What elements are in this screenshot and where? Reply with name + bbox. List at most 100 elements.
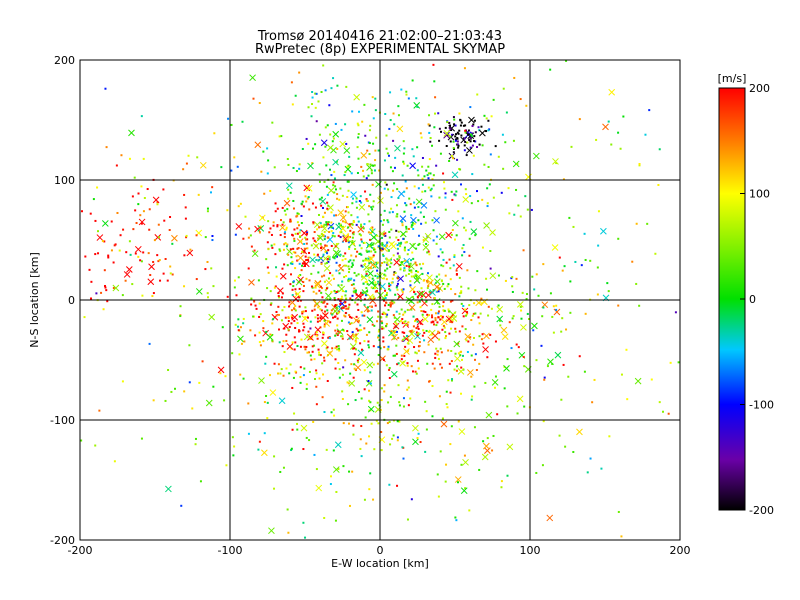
data-point: [318, 234, 321, 237]
data-point: [431, 303, 434, 306]
data-point: [445, 463, 448, 466]
data-point: [298, 163, 301, 166]
data-point-cross: [433, 216, 440, 224]
data-point: [496, 413, 499, 416]
data-point: [332, 184, 335, 187]
data-point: [395, 286, 398, 289]
data-point-cross: [251, 250, 259, 258]
data-point: [426, 281, 429, 284]
data-point: [356, 122, 359, 125]
data-point-cross: [440, 318, 448, 326]
colorbar-tick-label: 0: [749, 293, 756, 306]
data-point: [607, 290, 610, 293]
data-point: [459, 183, 462, 186]
data-point: [152, 399, 155, 402]
data-point: [277, 305, 280, 308]
data-point-cross: [291, 313, 299, 321]
data-point: [339, 253, 342, 256]
data-point-cross: [483, 332, 490, 340]
data-point-cross: [138, 218, 146, 226]
data-point: [453, 311, 456, 314]
data-point-cross: [339, 140, 347, 148]
data-point: [360, 311, 363, 314]
data-point-cross: [186, 249, 194, 257]
data-point: [104, 284, 107, 287]
data-point: [410, 269, 413, 272]
data-point: [272, 221, 275, 224]
data-point: [635, 282, 638, 285]
data-point: [281, 267, 284, 270]
data-point: [416, 334, 419, 337]
data-point: [482, 440, 485, 443]
data-point: [355, 293, 358, 296]
data-point: [405, 334, 408, 337]
data-point-cross: [282, 322, 290, 330]
data-point: [459, 354, 462, 357]
data-point: [345, 264, 348, 267]
data-point: [384, 274, 387, 277]
data-point: [305, 242, 308, 245]
data-point: [207, 296, 210, 299]
data-point-cross: [415, 273, 422, 281]
data-point: [417, 174, 420, 177]
data-point: [431, 219, 434, 222]
data-point: [169, 265, 172, 268]
data-point: [459, 124, 462, 127]
data-point: [398, 420, 401, 423]
data-point-cross: [205, 399, 213, 407]
data-point: [494, 340, 497, 343]
data-point: [265, 394, 268, 397]
data-point: [333, 235, 336, 238]
data-point: [419, 441, 422, 444]
data-point-cross: [346, 333, 354, 341]
data-point: [372, 117, 375, 120]
data-point: [347, 241, 350, 244]
data-point: [340, 319, 343, 322]
data-point: [274, 253, 277, 256]
data-point-cross: [491, 378, 499, 386]
data-point: [522, 249, 525, 252]
data-point: [273, 243, 276, 246]
data-point: [295, 255, 298, 258]
data-point: [237, 318, 240, 321]
data-point: [301, 310, 304, 313]
data-point: [271, 246, 274, 249]
data-point: [334, 291, 337, 294]
data-point: [290, 449, 293, 452]
data-point: [452, 116, 455, 119]
data-point: [387, 263, 390, 266]
data-point: [332, 231, 335, 234]
data-point-cross: [602, 123, 609, 131]
data-point: [294, 288, 297, 291]
data-point: [250, 297, 253, 300]
data-point: [516, 412, 519, 415]
data-point: [304, 310, 307, 313]
data-point-cross: [433, 298, 441, 305]
data-point: [591, 401, 594, 404]
data-point: [405, 93, 408, 96]
data-point: [506, 474, 509, 477]
data-point: [458, 129, 461, 132]
data-point: [234, 323, 237, 326]
data-point-cross: [479, 129, 486, 137]
data-point: [267, 159, 270, 162]
data-point-cross: [303, 184, 311, 192]
data-point: [376, 261, 379, 264]
data-point: [98, 409, 101, 412]
data-point: [551, 315, 554, 318]
data-point: [352, 242, 355, 245]
data-point: [396, 282, 399, 285]
data-point: [277, 295, 280, 298]
data-point-cross: [467, 369, 474, 376]
data-point: [349, 315, 352, 318]
data-point: [470, 202, 473, 205]
data-point: [355, 197, 358, 200]
data-point: [279, 372, 282, 375]
data-point: [129, 253, 132, 256]
data-point: [293, 412, 296, 415]
data-point: [305, 137, 308, 140]
data-point: [242, 322, 245, 325]
data-point: [448, 310, 451, 313]
data-point: [310, 337, 313, 340]
data-point: [342, 465, 345, 468]
